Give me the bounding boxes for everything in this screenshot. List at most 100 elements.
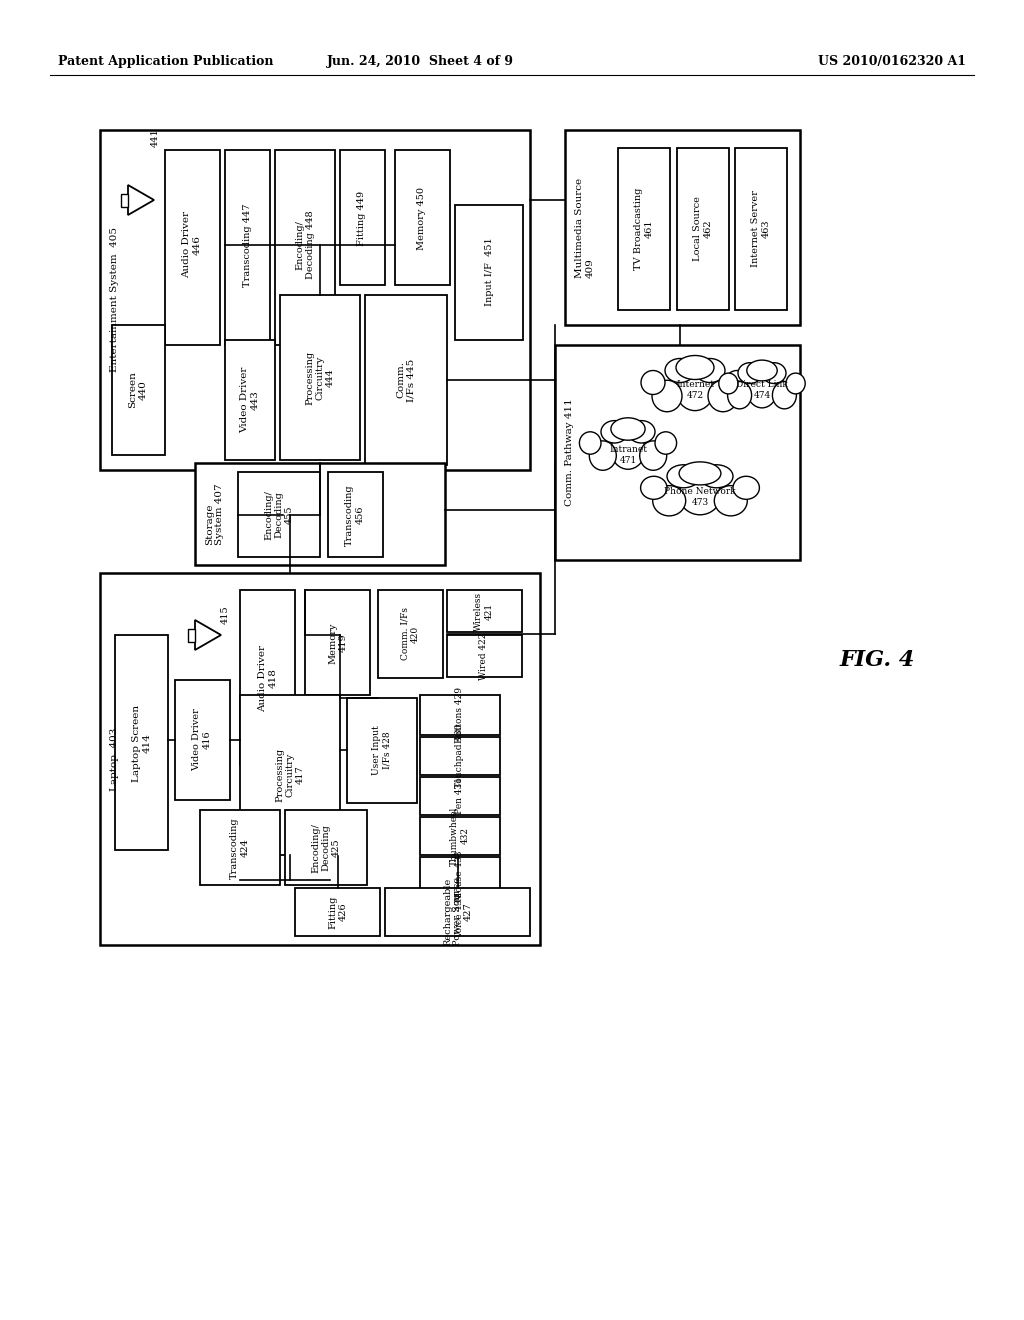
Bar	[420, 696, 500, 735]
Text: Comm.
I/Fs 445: Comm. I/Fs 445	[396, 358, 416, 401]
Ellipse shape	[762, 363, 786, 384]
Bar	[295, 888, 380, 936]
Bar	[420, 777, 500, 814]
Bar	[555, 345, 800, 560]
Bar	[100, 129, 530, 470]
Ellipse shape	[665, 359, 695, 383]
Text: Internet
472: Internet 472	[676, 380, 714, 400]
Text: Phone Network
473: Phone Network 473	[665, 487, 736, 507]
Text: Fitting 449: Fitting 449	[357, 190, 367, 246]
Text: Transcoding
456: Transcoding 456	[345, 484, 365, 545]
Text: Direct Link
474: Direct Link 474	[736, 380, 787, 400]
Text: Storage
System 407: Storage System 407	[205, 483, 224, 545]
Bar	[455, 205, 523, 341]
Bar	[378, 590, 443, 678]
Text: Encoding/
Decoding 448: Encoding/ Decoding 448	[295, 211, 314, 280]
Ellipse shape	[715, 486, 748, 516]
Text: Intranet
471: Intranet 471	[609, 445, 647, 465]
Bar	[240, 696, 340, 855]
Bar	[240, 590, 295, 766]
Text: Encoding/
Decoding
425: Encoding/ Decoding 425	[311, 824, 341, 873]
Ellipse shape	[589, 441, 616, 470]
Bar	[365, 294, 447, 465]
Ellipse shape	[655, 432, 677, 454]
Text: Input I/F  451: Input I/F 451	[484, 238, 494, 306]
Text: TV Broadcasting
461: TV Broadcasting 461	[634, 187, 653, 271]
Ellipse shape	[738, 363, 762, 384]
Bar	[340, 150, 385, 285]
Bar	[328, 473, 383, 557]
Ellipse shape	[652, 486, 686, 516]
Text: Encoding/
Decoding
455: Encoding/ Decoding 455	[264, 490, 294, 540]
Ellipse shape	[772, 381, 797, 409]
Text: Wireless
421: Wireless 421	[474, 591, 494, 631]
Text: Transcoding 447: Transcoding 447	[244, 203, 253, 286]
Ellipse shape	[676, 370, 714, 411]
Bar	[238, 473, 319, 557]
Text: Comm. I/Fs
420: Comm. I/Fs 420	[400, 607, 420, 660]
Ellipse shape	[641, 371, 665, 395]
Ellipse shape	[725, 371, 749, 395]
Bar	[305, 590, 370, 696]
Text: Pen 431: Pen 431	[456, 777, 465, 814]
Ellipse shape	[676, 355, 714, 380]
Text: 441: 441	[151, 128, 160, 148]
Ellipse shape	[611, 430, 645, 469]
Ellipse shape	[611, 418, 645, 440]
Ellipse shape	[652, 380, 682, 412]
Ellipse shape	[580, 432, 601, 454]
Ellipse shape	[708, 380, 738, 412]
Text: Laptop  403: Laptop 403	[110, 727, 119, 791]
Text: Screen
440: Screen 440	[128, 371, 147, 408]
Text: Buttons 429: Buttons 429	[456, 686, 465, 743]
Ellipse shape	[667, 465, 700, 488]
Bar	[385, 888, 530, 936]
Bar	[115, 635, 168, 850]
Ellipse shape	[679, 462, 721, 484]
Bar	[420, 737, 500, 775]
Text: Laptop Screen
414: Laptop Screen 414	[132, 705, 152, 781]
Text: US 2010/0162320 A1: US 2010/0162320 A1	[818, 55, 966, 69]
Ellipse shape	[700, 465, 733, 488]
Ellipse shape	[640, 441, 667, 470]
Bar	[188, 630, 195, 642]
Bar	[121, 194, 128, 207]
Text: Video Driver
416: Video Driver 416	[193, 709, 212, 771]
Text: Fitting
426: Fitting 426	[329, 895, 348, 929]
Bar	[420, 857, 500, 895]
Bar	[565, 129, 800, 325]
Text: 415: 415	[220, 606, 229, 624]
Text: Video Driver
443: Video Driver 443	[241, 367, 260, 433]
Bar	[285, 810, 367, 884]
Text: Processing
Circuitry
444: Processing Circuitry 444	[305, 351, 335, 405]
Text: Memory
419: Memory 419	[329, 622, 348, 664]
Text: FIG. 4: FIG. 4	[840, 649, 915, 671]
Ellipse shape	[746, 360, 777, 381]
Text: Comm. Pathway 411: Comm. Pathway 411	[565, 399, 574, 507]
Bar	[275, 150, 335, 345]
Ellipse shape	[641, 477, 667, 499]
Bar	[735, 148, 787, 310]
Ellipse shape	[786, 374, 805, 393]
Bar	[195, 463, 445, 565]
Bar	[112, 325, 165, 455]
Ellipse shape	[733, 477, 760, 499]
Text: Rechargeable
Power Source
427: Rechargeable Power Source 427	[443, 878, 473, 946]
Text: Audio Driver
418: Audio Driver 418	[258, 644, 278, 711]
Text: Touchpad 430: Touchpad 430	[456, 723, 465, 788]
Ellipse shape	[746, 372, 777, 408]
Text: Internet Server
463: Internet Server 463	[752, 190, 771, 268]
Ellipse shape	[728, 381, 752, 409]
Text: Local Source
462: Local Source 462	[693, 197, 713, 261]
Text: User Input
I/Fs 428: User Input I/Fs 428	[373, 725, 392, 775]
Ellipse shape	[695, 359, 725, 383]
Text: Memory 450: Memory 450	[418, 186, 427, 249]
Bar	[677, 148, 729, 310]
Text: Jun. 24, 2010  Sheet 4 of 9: Jun. 24, 2010 Sheet 4 of 9	[327, 55, 513, 69]
Text: Processing
Circuitry
417: Processing Circuitry 417	[275, 748, 305, 803]
Bar	[225, 341, 275, 459]
Text: Patent Application Publication: Patent Application Publication	[58, 55, 273, 69]
Text: Transcoding
424: Transcoding 424	[230, 817, 250, 879]
Bar	[100, 573, 540, 945]
Bar	[420, 898, 500, 935]
